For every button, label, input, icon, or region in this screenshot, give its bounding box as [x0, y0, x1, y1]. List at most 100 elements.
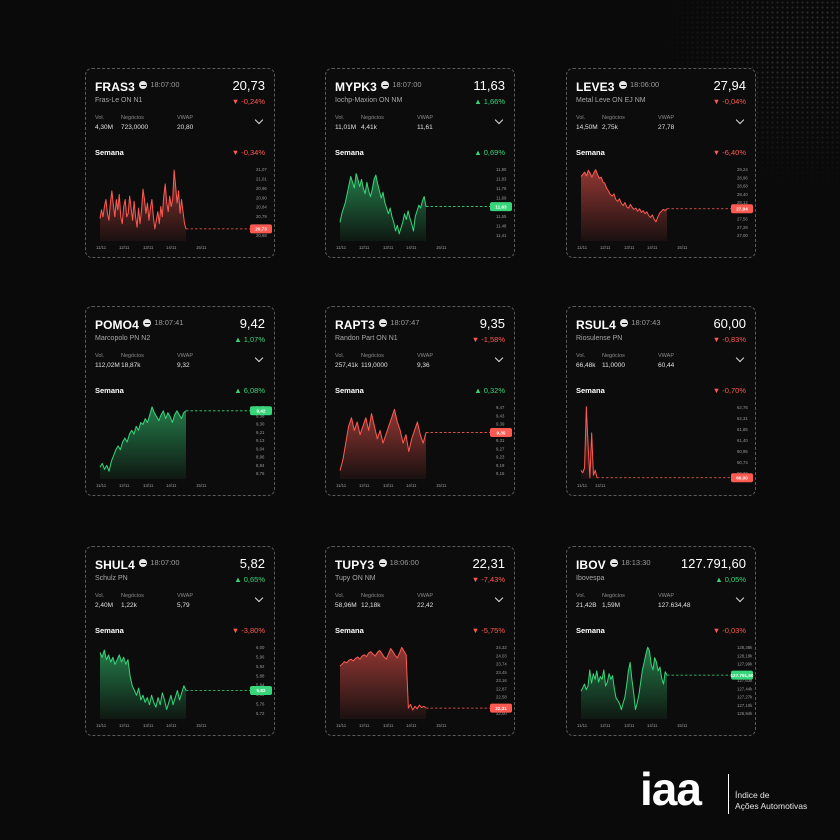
last-price: 11,63 [473, 78, 505, 93]
ticker: MYPK3 [335, 80, 377, 94]
last-update-time: 18:07:47 [390, 318, 420, 327]
y-tick-label: 11,76 [496, 186, 507, 191]
weekly-change: ▲ 0,69% [474, 148, 505, 157]
x-tick-label: 13/11 [143, 483, 154, 488]
x-tick-label: 15/11 [677, 723, 688, 728]
stat-value-vwap: 60,44 [658, 362, 675, 369]
stat-label-vol: Vol. [576, 353, 586, 359]
price-area [581, 647, 667, 719]
stat-value-neg: 12,18k [361, 602, 381, 609]
y-tick-label: 11,83 [496, 176, 507, 181]
stat-value-neg: 18,87k [121, 362, 141, 369]
clock-icon [381, 81, 390, 89]
stat-value-vwap: 20,80 [177, 124, 194, 131]
x-tick-label: 15/11 [196, 245, 207, 250]
current-price-badge [250, 406, 272, 416]
stock-card-shul4[interactable]: SHUL4 18:07:00 5,82 Schulz PN ▲ 0,65% Vol. 2,4… [85, 546, 275, 736]
current-price-label: 27,94 [736, 206, 748, 211]
current-price-badge [250, 224, 272, 234]
stat-label-neg: Negócios [361, 353, 384, 359]
current-price-label: 60,00 [736, 475, 748, 480]
clock-icon [619, 81, 628, 89]
x-tick-label: 14/11 [406, 245, 417, 250]
ticker: IBOV [576, 558, 606, 572]
price-chart: 21,07 21,01 20,96 20,90 20,84 20,79 20,7320,68… [96, 167, 272, 250]
ticker: RAPT3 [335, 318, 375, 332]
week-label: Semana [95, 626, 124, 635]
y-tick-label: 28,40 [737, 192, 748, 197]
x-tick-label: 13/11 [143, 245, 154, 250]
company-name: Iochp-Maxion ON NM [335, 97, 403, 104]
stock-card-leve3[interactable]: LEVE3 18:06:00 27,94 Metal Leve ON EJ NM ▼ -… [566, 68, 756, 258]
weekly-change: ▼ -0,03% [712, 626, 746, 635]
x-tick-label: 14/11 [166, 723, 177, 728]
current-price-badge [731, 204, 753, 214]
price-chart: 62,7662,3161,8561,4060,9560,7460,2260,00… [577, 405, 753, 488]
y-tick-label: 20,68 [256, 233, 267, 238]
x-tick-label: 11/11 [577, 483, 588, 488]
stat-label-vwap: VWAP [177, 353, 193, 359]
y-tick-label: 5,72 [256, 711, 265, 716]
stock-card-rsul4[interactable]: RSUL4 18:07:43 60,00 Riosulense PN ▼ -0,83% V… [566, 306, 756, 496]
current-price-badge [490, 428, 512, 438]
stock-card-fras3[interactable]: FRAS3 18:07:00 20,73 Fras-Le ON N1 ▼ -0,24% V… [85, 68, 275, 258]
y-tick-label: 60,74 [737, 460, 748, 465]
last-update-time: 18:06:00 [389, 558, 419, 567]
y-tick-label: 27,28 [737, 225, 748, 230]
y-tick-label: 9,27 [496, 446, 505, 451]
stat-label-vol: Vol. [95, 593, 105, 599]
stat-label-vwap: VWAP [658, 353, 674, 359]
y-tick-label: 11,41 [496, 233, 507, 238]
stock-card-pomo4[interactable]: POMO4 18:07:41 9,42 Marcopolo PN N2 ▲ 1,07% V… [85, 306, 275, 496]
company-name: Metal Leve ON EJ NM [576, 97, 646, 104]
stat-value-vwap: 5,79 [177, 602, 190, 609]
stat-label-vol: Vol. [95, 115, 105, 121]
y-tick-label: 9,38 [256, 413, 265, 418]
stock-card-mypk3[interactable]: MYPK3 18:07:00 11,63 Iochp-Maxion ON NM ▲ 1,… [325, 68, 515, 258]
y-tick-label: 61,85 [737, 427, 748, 432]
weekly-change: ▲ 0,32% [474, 386, 505, 395]
y-tick-label: 9,23 [496, 455, 505, 460]
y-tick-label: 9,13 [256, 438, 265, 443]
clock-icon [378, 559, 387, 567]
y-tick-label: 9,31 [496, 438, 505, 443]
stat-value-vwap: 9,36 [417, 362, 430, 369]
daily-change: ▼ -0,24% [231, 97, 265, 106]
week-label: Semana [576, 386, 605, 395]
stat-value-vwap: 9,32 [177, 362, 190, 369]
current-price-badge [731, 670, 753, 680]
current-price-badge [250, 686, 272, 695]
stat-label-neg: Negócios [121, 115, 144, 121]
last-update-time: 18:07:00 [150, 80, 180, 89]
y-tick-label: 20,79 [256, 214, 267, 219]
x-tick-label: 12/11 [359, 245, 370, 250]
company-name: Schulz PN [95, 575, 128, 582]
clock-icon [379, 319, 388, 327]
stat-value-vol: 257,41k [335, 362, 359, 369]
stat-label-vwap: VWAP [417, 353, 433, 359]
stat-value-vol: 66,48k [576, 362, 596, 369]
y-tick-label: 126,94k [737, 711, 753, 716]
stat-label-neg: Negócios [602, 593, 625, 599]
x-tick-label: 12/11 [119, 723, 130, 728]
brand-logo: iaa [640, 763, 702, 815]
x-tick-label: 14/11 [647, 245, 658, 250]
week-label: Semana [335, 626, 364, 635]
stat-value-neg: 1,22k [121, 602, 137, 609]
clock-icon [610, 559, 619, 567]
week-label: Semana [335, 148, 364, 157]
stock-card-ibov[interactable]: IBOV 18:13:30 127.791,60 Ibovespa ▲ 0,05% Vol… [566, 546, 756, 736]
price-chart: 11,9011,8311,7611,6911,6211,5511,4811,41… [336, 167, 512, 250]
x-tick-label: 12/11 [359, 723, 370, 728]
price-area [581, 169, 667, 241]
stock-card-rapt3[interactable]: RAPT3 18:07:47 9,35 Randon Part ON N1 ▼ -1,5… [325, 306, 515, 496]
last-price: 27,94 [713, 78, 746, 93]
stock-card-tupy3[interactable]: TUPY3 18:06:00 22,31 Tupy ON NM ▼ -7,43% Vol.… [325, 546, 515, 736]
week-label: Semana [576, 626, 605, 635]
stat-value-vol: 4,30M [95, 124, 114, 131]
x-tick-label: 11/11 [96, 723, 107, 728]
stat-label-vwap: VWAP [417, 115, 433, 121]
x-tick-label: 12/11 [359, 483, 370, 488]
stat-value-neg: 2,75k [602, 124, 618, 131]
y-tick-label: 28,68 [737, 184, 748, 189]
